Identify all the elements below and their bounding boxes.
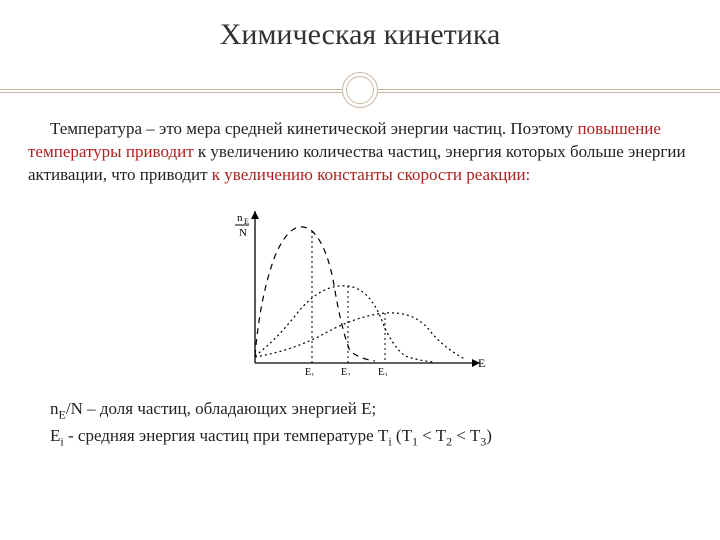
page-title: Химическая кинетика [0,18,720,52]
body-paragraph: Температура – это мера средней кинетичес… [0,110,720,187]
cap1-b: E [59,407,66,421]
title-divider [0,70,720,110]
cap1-c: /N – доля частиц, обладающих энергией E; [66,399,376,418]
cap1-a: n [50,399,59,418]
svg-text:n: n [237,212,243,224]
svg-text:E₃: E₃ [378,367,388,376]
svg-text:E₁: E₁ [305,367,315,376]
chart-svg: nENEE₁E₂E₃ [220,201,500,376]
cap2-k: ) [486,426,492,445]
distribution-chart: nENEE₁E₂E₃ [0,201,720,381]
svg-text:E₂: E₂ [341,367,351,376]
cap2-a: E [50,426,60,445]
circle-ornament-icon [342,72,378,108]
cap2-c: - средняя энергия частиц при температуре… [64,426,389,445]
cap2-g: < T [418,426,446,445]
chart-caption: nE/N – доля частиц, обладающих энергией … [0,391,720,451]
para-red-2: к увеличению константы скорости реакции: [212,165,530,184]
para-text-1: Температура – это мера средней кинетичес… [50,119,578,138]
svg-text:N: N [239,227,247,239]
svg-text:E: E [478,356,485,370]
cap2-i: < T [452,426,480,445]
cap2-e: (T [392,426,412,445]
